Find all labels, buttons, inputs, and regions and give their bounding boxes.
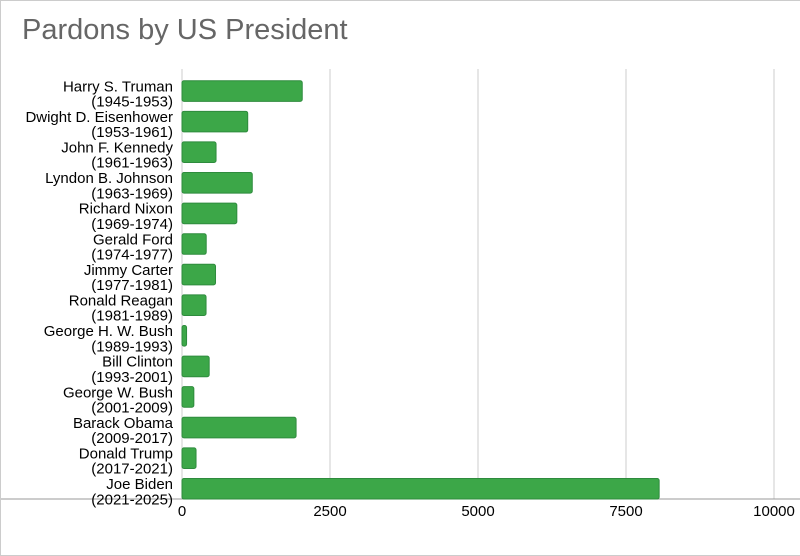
- svg-text:0: 0: [178, 503, 186, 520]
- svg-text:2500: 2500: [313, 503, 346, 520]
- svg-text:(2021-2025): (2021-2025): [91, 491, 173, 508]
- svg-text:7500: 7500: [609, 503, 642, 520]
- svg-text:5000: 5000: [461, 503, 494, 520]
- svg-text:10000: 10000: [753, 503, 795, 520]
